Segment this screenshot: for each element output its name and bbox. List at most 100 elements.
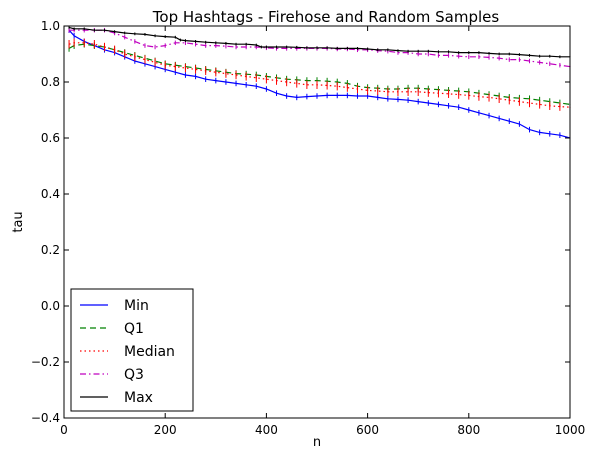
plot-area <box>68 26 571 141</box>
data-point <box>164 45 166 47</box>
data-point <box>174 66 176 68</box>
legend-label-q1: Q1 <box>124 321 144 337</box>
data-point <box>68 29 70 31</box>
data-point <box>397 98 399 100</box>
data-point <box>488 115 490 117</box>
data-point <box>114 49 116 51</box>
data-point <box>124 53 126 55</box>
series-line-max <box>68 26 570 58</box>
data-point <box>427 53 429 55</box>
data-point <box>114 31 116 33</box>
data-point <box>215 80 217 82</box>
data-point <box>103 29 106 31</box>
data-point <box>255 77 257 79</box>
data-point <box>417 101 419 103</box>
data-point <box>437 51 439 53</box>
chart-title: Top Hashtags - Firehose and Random Sampl… <box>152 8 500 26</box>
data-point <box>407 91 409 93</box>
data-point <box>265 88 267 90</box>
x-tick-label: 200 <box>154 423 177 437</box>
legend-label-median: Median <box>124 344 175 360</box>
data-point <box>437 54 439 57</box>
data-point <box>448 54 450 57</box>
data-point <box>184 42 186 44</box>
data-point <box>528 102 531 104</box>
data-point <box>83 28 85 30</box>
data-point <box>73 28 75 30</box>
data-point <box>508 99 510 101</box>
data-point <box>508 53 510 55</box>
data-point <box>528 54 531 57</box>
data-point <box>437 92 439 94</box>
legend-label-q3: Q3 <box>124 367 144 383</box>
data-point <box>468 52 470 54</box>
data-point <box>154 35 156 37</box>
data-point <box>387 49 389 51</box>
data-point <box>336 47 338 50</box>
data-point <box>336 85 338 87</box>
x-tick-label: 0 <box>60 423 68 437</box>
data-point <box>549 63 551 65</box>
data-point <box>326 47 328 49</box>
series-line-median <box>68 42 571 108</box>
data-point <box>225 42 227 45</box>
data-point <box>255 44 257 46</box>
data-point <box>306 84 308 86</box>
data-point <box>286 95 288 97</box>
data-point <box>134 40 136 43</box>
data-point <box>417 50 419 52</box>
data-point <box>215 45 217 47</box>
data-point <box>195 40 197 43</box>
data-point <box>93 43 95 45</box>
data-point <box>397 50 399 52</box>
data-point <box>245 75 247 77</box>
data-point <box>377 49 379 51</box>
data-point <box>387 98 389 100</box>
data-point <box>265 46 267 48</box>
data-point <box>316 47 318 49</box>
y-tick-label: 0.6 <box>41 131 60 145</box>
data-point <box>559 106 561 108</box>
y-tick-label: 0.2 <box>41 243 60 257</box>
x-axis: 0 200 400 600 800 1000 <box>60 26 585 437</box>
data-point <box>448 93 450 95</box>
data-point <box>275 80 278 82</box>
data-point <box>68 43 70 45</box>
data-point <box>265 78 267 80</box>
data-point <box>316 95 318 97</box>
data-point <box>549 105 551 107</box>
x-axis-label: n <box>313 435 321 450</box>
data-point <box>306 96 308 98</box>
data-point <box>508 120 510 122</box>
data-point <box>164 36 166 38</box>
data-point <box>174 71 176 73</box>
y-tick-label: 0.8 <box>41 75 60 89</box>
data-point <box>154 61 156 64</box>
data-point <box>387 91 389 93</box>
data-point <box>83 42 85 44</box>
y-tick-label: 0.0 <box>41 299 60 313</box>
data-point <box>518 101 521 103</box>
data-point <box>326 94 328 96</box>
data-point <box>458 106 460 108</box>
data-point <box>260 46 262 48</box>
data-point <box>427 50 429 52</box>
data-point <box>134 33 136 35</box>
data-point <box>235 82 237 84</box>
series-max <box>68 26 571 59</box>
data-point <box>498 53 500 55</box>
data-point <box>184 67 186 69</box>
x-tick-label: 1000 <box>555 423 586 437</box>
data-point <box>488 52 490 55</box>
data-point <box>549 55 551 57</box>
data-point <box>296 46 298 48</box>
data-point <box>407 99 409 101</box>
data-point <box>306 47 308 49</box>
series-q1 <box>68 40 571 108</box>
data-point <box>458 94 460 96</box>
data-point <box>225 45 227 47</box>
data-point <box>397 91 399 93</box>
data-point <box>488 96 490 98</box>
data-point <box>488 56 490 59</box>
